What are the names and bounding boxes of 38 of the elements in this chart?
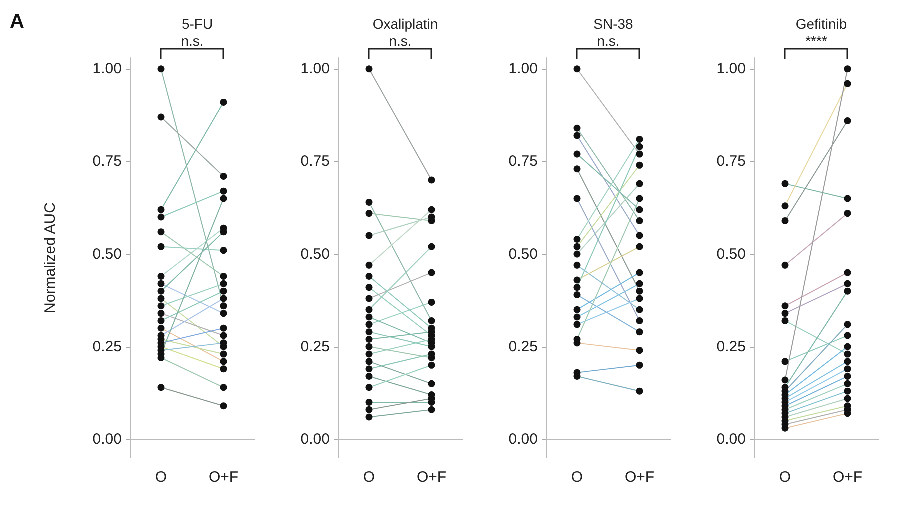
y-tick-label: 1.00 [300, 60, 330, 78]
y-tick-label: 0.75 [300, 153, 330, 170]
y-tick-label: 0.75 [508, 153, 538, 170]
y-axis-title: Normalized AUC [42, 202, 59, 314]
chart-title: Oxaliplatin [372, 16, 438, 32]
x-tick-label: O [363, 469, 376, 486]
y-tick-label: 0.00 [508, 430, 538, 448]
y-tick-label: 1.00 [716, 60, 746, 78]
y-tick-label: 0.75 [716, 153, 746, 170]
x-tick-label: O+F [208, 469, 239, 486]
x-tick-label: O+F [832, 469, 863, 486]
y-tick-label: 0.50 [92, 246, 122, 263]
y-tick-label: 0.50 [508, 246, 538, 263]
y-tick-label: 0.50 [300, 246, 330, 263]
text: n.s. [597, 33, 620, 49]
y-tick-label: 0.25 [92, 338, 122, 356]
text: A [10, 11, 24, 33]
y-tick-label: 0.25 [508, 338, 538, 356]
y-tick-label: 0.75 [92, 153, 122, 170]
y-tick-label: 0.25 [300, 338, 330, 356]
y-tick-label: 0.00 [716, 430, 746, 448]
y-tick-label: 0.25 [716, 338, 746, 356]
x-tick-label: O [155, 469, 168, 486]
y-tick-label: 1.00 [508, 60, 538, 78]
text: **** [806, 33, 828, 49]
x-tick-label: O [779, 469, 792, 486]
chart-title: SN-38 [594, 16, 634, 32]
text: n.s. [389, 33, 412, 49]
x-tick-label: O+F [624, 469, 655, 486]
text: n.s. [181, 33, 204, 49]
chart-title: 5-FU [182, 16, 214, 32]
chart-title: Gefitinib [796, 16, 848, 32]
y-tick-label: 0.00 [92, 430, 122, 448]
y-tick-label: 0.50 [716, 246, 746, 263]
x-tick-label: O+F [416, 469, 447, 486]
y-tick-label: 1.00 [92, 60, 122, 78]
y-tick-label: 0.00 [300, 430, 330, 448]
x-tick-label: O [571, 469, 584, 486]
